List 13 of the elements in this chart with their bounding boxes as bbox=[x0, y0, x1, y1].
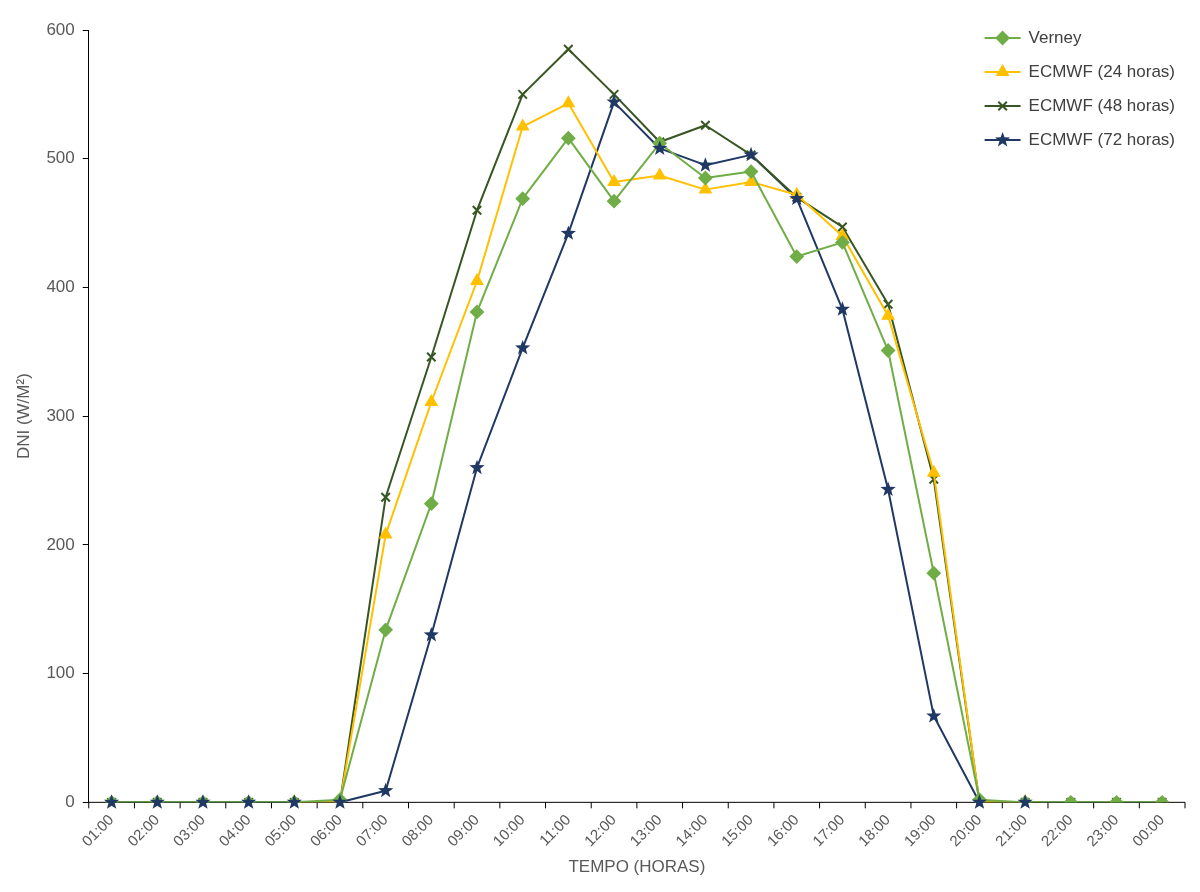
y-tick-label: 100 bbox=[46, 663, 75, 683]
y-tick-label: 600 bbox=[46, 19, 75, 39]
legend-label: ECMWF (48 horas) bbox=[1028, 95, 1176, 115]
legend-label: ECMWF (24 horas) bbox=[1028, 61, 1176, 81]
y-tick-label: 300 bbox=[46, 405, 75, 425]
legend-label: Verney bbox=[1028, 27, 1083, 47]
y-tick-label: 200 bbox=[46, 534, 75, 554]
y-axis-title: DNI (W/M²) bbox=[13, 373, 33, 460]
y-tick-label: 400 bbox=[46, 277, 75, 297]
x-axis-title: TEMPO (HORAS) bbox=[568, 857, 706, 877]
y-tick-label: 0 bbox=[65, 792, 75, 812]
y-tick-label: 500 bbox=[46, 148, 75, 168]
legend-label: ECMWF (72 horas) bbox=[1028, 129, 1176, 149]
